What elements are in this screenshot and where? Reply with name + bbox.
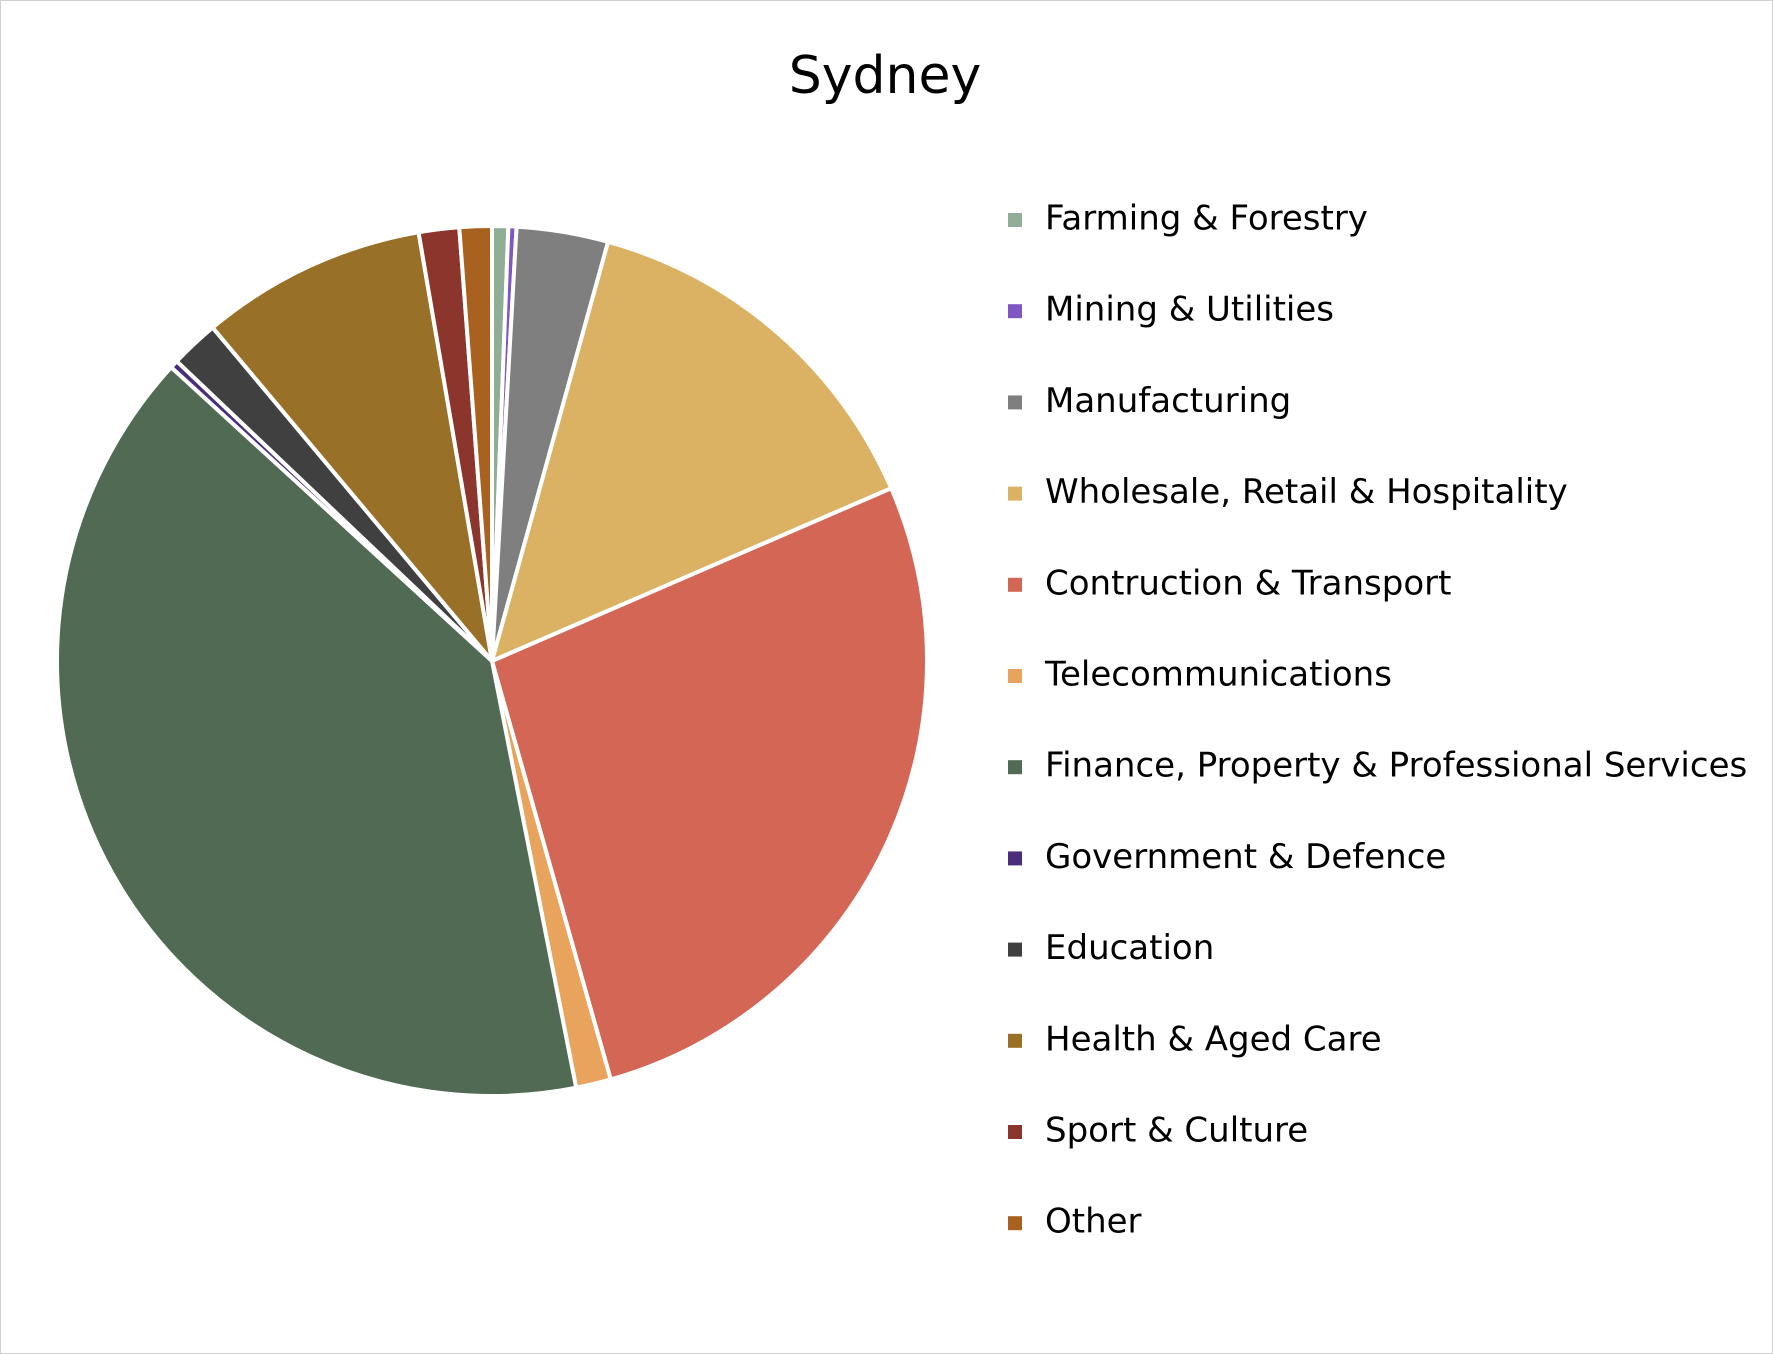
pie-slice [55,365,579,1098]
legend-swatch [1008,1216,1022,1231]
legend-label: Government & Defence [1045,837,1446,877]
legend-label: Contruction & Transport [1045,563,1451,603]
legend-swatch [1008,304,1022,319]
legend-swatch [1008,213,1022,227]
legend-label: Farming & Forestry [1045,199,1368,239]
pie-slice [490,239,894,663]
legend-swatch [1008,669,1022,683]
legend-label: Wholesale, Retail & Hospitality [1045,472,1568,512]
legend-swatch [1008,577,1022,592]
legend-label: Manufacturing [1045,381,1291,421]
legend-swatch [1008,1125,1022,1139]
legend-swatch [1008,395,1022,410]
legend-swatch [1008,851,1022,866]
legend-label: Health & Aged Care [1045,1019,1382,1059]
legend-label: Education [1045,928,1214,968]
legend-label: Mining & Utilities [1045,290,1334,330]
pie-slice [490,486,929,1082]
legend-swatch [1008,486,1022,501]
pie-slice [210,230,494,663]
legend-label: Telecommunications [1044,655,1392,695]
legend-swatch [1008,1033,1022,1048]
legend-swatch [1008,760,1022,775]
legend-label: Other [1045,1202,1142,1242]
legend-swatch [1008,942,1022,957]
chart-title: Sydney [789,46,982,106]
legend-label: Finance, Property & Professional Service… [1045,746,1747,786]
legend-label: Sport & Culture [1045,1111,1308,1151]
pie-slice [457,224,494,663]
